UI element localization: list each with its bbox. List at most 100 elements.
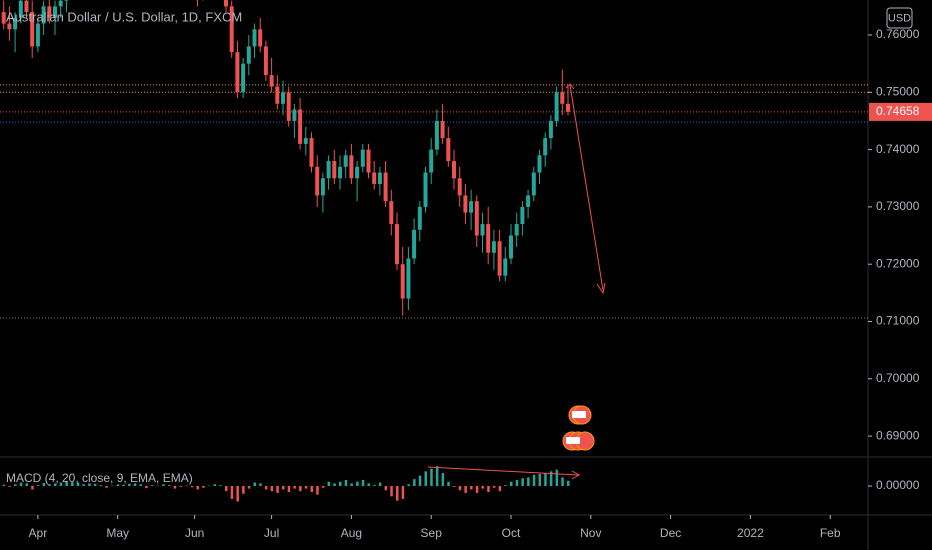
macd-bar	[31, 486, 34, 490]
price-pane	[0, 0, 868, 319]
candle-body	[224, 0, 228, 7]
candle-body	[343, 155, 348, 167]
macd-bar	[259, 483, 262, 486]
candle-body	[269, 75, 274, 87]
overlay: 0.76000 0.75000 0.74000 0.73000 0.72000 0.710…	[29, 27, 932, 540]
candle-body	[417, 206, 422, 230]
candle-body	[286, 92, 291, 121]
macd-bar	[219, 485, 222, 486]
candle-body	[531, 172, 536, 196]
macd-bar	[350, 483, 353, 486]
candle-body	[423, 172, 428, 207]
arrow-tail	[565, 83, 575, 90]
candle-body	[24, 0, 29, 13]
currency[interactable]: USD	[888, 12, 911, 24]
candle-body	[554, 92, 559, 121]
candle-body	[446, 138, 451, 162]
candle-body	[235, 52, 240, 93]
candle-body	[252, 29, 257, 47]
x-tick-label: 2022	[737, 526, 764, 540]
macd-bar	[475, 486, 479, 493]
candle-body	[440, 120, 445, 139]
macd-bar	[293, 486, 296, 489]
candle-body	[7, 23, 12, 30]
macd-bar	[504, 485, 507, 486]
macd-label: MACD (4, 20, close, 9, EMA, EMA)	[6, 471, 193, 485]
candle-body	[1, 12, 6, 24]
candle-body	[53, 6, 57, 18]
candle-body	[298, 109, 303, 144]
candle-body	[543, 138, 548, 156]
macd-bar	[145, 486, 148, 489]
candle-body	[58, 0, 63, 7]
macd-bar	[71, 482, 74, 486]
macd-bar	[356, 481, 359, 486]
candle-body	[64, 0, 69, 1]
divergence-head	[571, 470, 581, 480]
candle-body	[355, 166, 360, 179]
candle-body	[486, 224, 491, 253]
candle-body	[566, 103, 570, 112]
candle-body	[258, 29, 263, 47]
macd-bar	[418, 475, 422, 486]
x-tick-label: Apr	[29, 526, 48, 540]
x-tick-label: Oct	[502, 526, 521, 540]
macd-bar	[373, 485, 376, 486]
candle-body	[491, 241, 496, 253]
macd-bar	[139, 484, 142, 486]
macd-bar	[276, 486, 279, 493]
macd-bar	[287, 486, 291, 493]
candle-body	[429, 149, 434, 173]
candle-body	[509, 235, 513, 259]
y-tick-label: 0.72000	[876, 256, 920, 270]
macd-bar	[202, 486, 205, 488]
macd-bar	[247, 486, 251, 489]
macd-bar	[150, 485, 154, 486]
macd-bar	[527, 477, 530, 486]
macd-bar	[310, 486, 313, 493]
candle-body	[463, 195, 468, 213]
macd-bar	[65, 481, 68, 486]
macd-bar	[327, 481, 331, 486]
candle-body	[400, 264, 405, 299]
symbol-title: Australian Dollar / U.S. Dollar, 1D, FXC…	[6, 9, 242, 24]
x-tick-label: Jul	[264, 526, 279, 540]
macd-bar	[105, 486, 108, 488]
currency-box[interactable]	[886, 7, 913, 29]
macd-bar	[128, 483, 131, 486]
price-label-box	[869, 102, 932, 121]
macd-bar	[36, 485, 40, 486]
trend-arrow	[569, 84, 604, 291]
divergence-line	[427, 466, 579, 476]
candle-body	[474, 201, 479, 236]
x-tick-label: Nov	[580, 526, 601, 540]
y-tick-label: 0.74000	[876, 142, 920, 156]
macd-bar	[185, 485, 188, 487]
candle-body	[292, 109, 297, 121]
macd-bar	[190, 486, 194, 488]
candle-body	[389, 201, 394, 225]
macd-bar	[470, 486, 473, 490]
macd-bar	[549, 471, 553, 486]
flag	[566, 437, 580, 444]
candle-body	[366, 149, 371, 173]
macd-bar	[54, 483, 57, 486]
macd-bar	[299, 486, 302, 492]
macd-bar	[361, 479, 365, 486]
candle-body	[229, 6, 234, 53]
candle-body	[349, 155, 354, 179]
macd-bar	[264, 486, 268, 490]
y-tick-label: 0.76000	[876, 27, 920, 41]
macd-bar	[567, 480, 570, 486]
x-tick-label: Dec	[660, 526, 681, 540]
macd-bar	[538, 473, 541, 486]
candle-body	[514, 224, 519, 236]
macd-bar	[390, 486, 393, 497]
event-icons[interactable]	[562, 405, 595, 451]
macd-bar	[8, 486, 11, 487]
macd-bar	[59, 482, 63, 486]
x-tick-label: May	[106, 526, 129, 540]
